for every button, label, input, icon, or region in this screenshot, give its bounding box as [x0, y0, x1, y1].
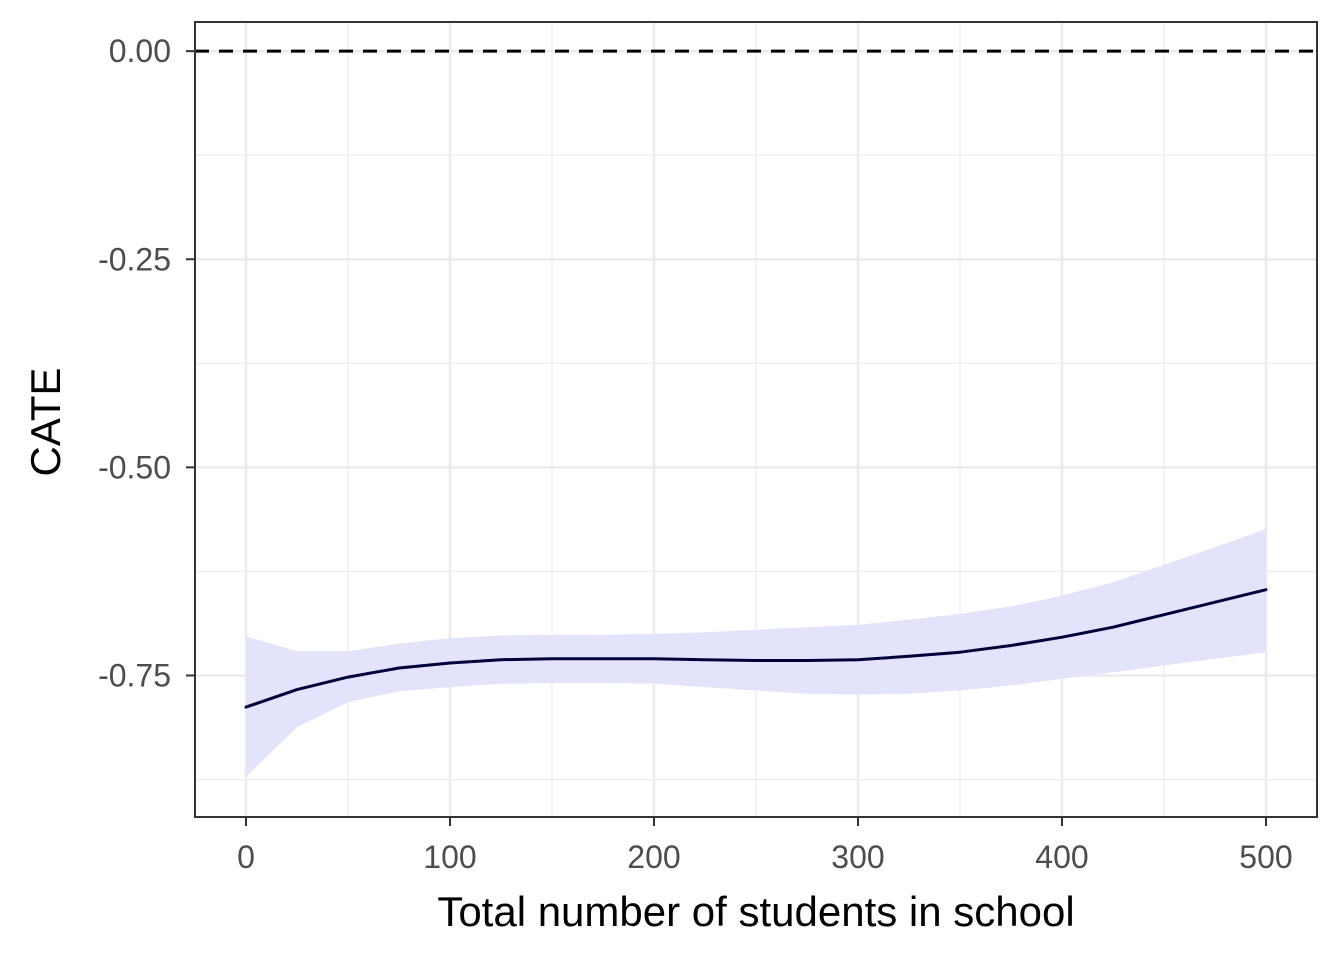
y-tick-label: 0.00 — [109, 33, 171, 69]
y-tick-label: -0.25 — [98, 241, 171, 277]
y-tick-label: -0.75 — [98, 657, 171, 693]
x-tick-label: 100 — [423, 839, 476, 875]
x-axis-title: Total number of students in school — [437, 888, 1074, 935]
axes: 0 100 200 300 400 500 0.00 -0.25 -0.50 -0.75 — [98, 33, 1293, 875]
x-tick-label: 400 — [1035, 839, 1088, 875]
x-tick-label: 300 — [831, 839, 884, 875]
y-tick-label: -0.50 — [98, 449, 171, 485]
confidence-band — [246, 529, 1266, 777]
x-tick-label: 200 — [627, 839, 680, 875]
x-tick-label: 0 — [237, 839, 255, 875]
y-axis-title: CATE — [22, 368, 69, 477]
panel-border — [194, 21, 1318, 818]
cate-line — [244, 588, 1268, 709]
series-line-layer — [244, 588, 1268, 709]
confidence-band-layer — [246, 529, 1266, 777]
x-tick-label: 500 — [1239, 839, 1292, 875]
